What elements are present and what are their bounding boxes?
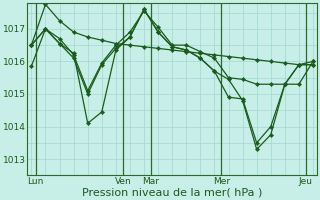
X-axis label: Pression niveau de la mer( hPa ): Pression niveau de la mer( hPa )	[82, 187, 262, 197]
